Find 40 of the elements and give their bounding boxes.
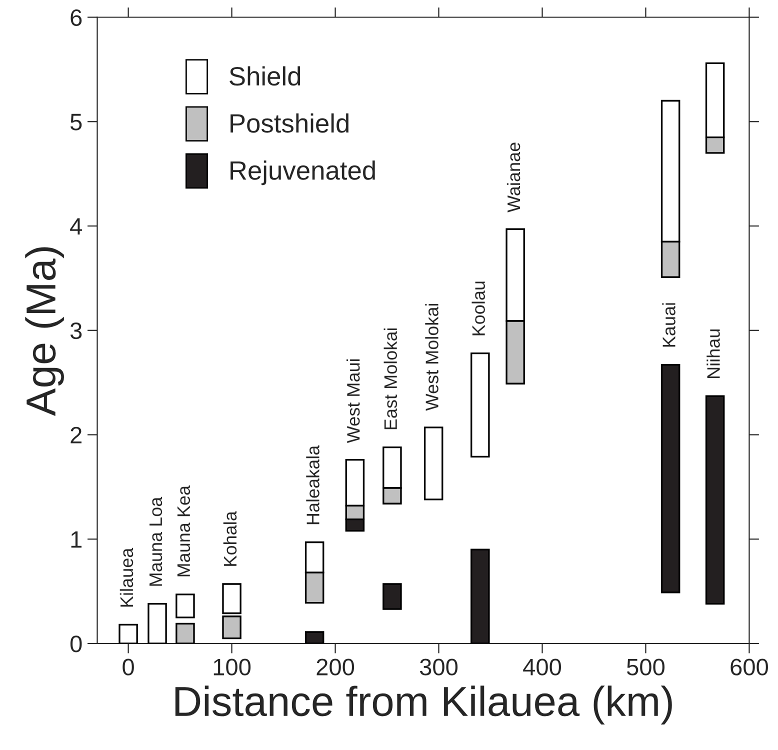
annotation: Kilauea — [120, 548, 134, 607]
bar — [660, 364, 680, 594]
x-tick-label: 600 — [730, 658, 768, 676]
y-tick-label: 4 — [70, 218, 82, 235]
bar — [176, 594, 195, 618]
annotation: Koolau — [472, 282, 485, 336]
annotation: Kauai — [662, 303, 676, 347]
x-axis-title: Distance from Kilauea (km) — [175, 686, 672, 724]
x-tick-label: 0 — [122, 658, 134, 676]
bar — [470, 352, 490, 458]
y-tick-label: 3 — [70, 322, 82, 340]
annotation: Kohala — [223, 511, 237, 566]
bar — [424, 426, 444, 500]
annotation: West Molokai — [425, 304, 438, 411]
legend-label: Postshield — [230, 113, 348, 133]
x-tick-label: 300 — [420, 658, 458, 676]
annotation: Waianae — [506, 142, 520, 212]
annotation: East Molokai — [384, 328, 398, 430]
annotation: Mauna Kea — [177, 485, 190, 576]
bar — [705, 395, 725, 605]
legend-label: Rejuvenated — [230, 160, 375, 186]
annotation: West Maui — [346, 359, 360, 444]
bar — [176, 622, 195, 644]
y-tick-label: 1 — [71, 531, 82, 548]
y-tick-label: 0 — [70, 636, 82, 652]
x-tick-label: 200 — [316, 658, 354, 676]
y-tick-label: 5 — [70, 114, 82, 130]
legend-label: Shield — [230, 66, 300, 86]
bar — [118, 624, 138, 644]
annotation: Haleakala — [306, 445, 320, 524]
x-tick-label: 500 — [626, 658, 665, 676]
bar — [148, 603, 167, 644]
x-tick-label: 100 — [214, 658, 251, 676]
y-axis-title: Age (Ma) — [25, 247, 64, 416]
bar — [382, 583, 402, 610]
y-tick-label: 2 — [70, 426, 82, 444]
y-tick-label: 6 — [70, 9, 82, 26]
annotation: Mauna Loa — [150, 496, 162, 586]
annotation: Niihau — [706, 329, 720, 378]
x-tick-label: 400 — [523, 658, 562, 676]
